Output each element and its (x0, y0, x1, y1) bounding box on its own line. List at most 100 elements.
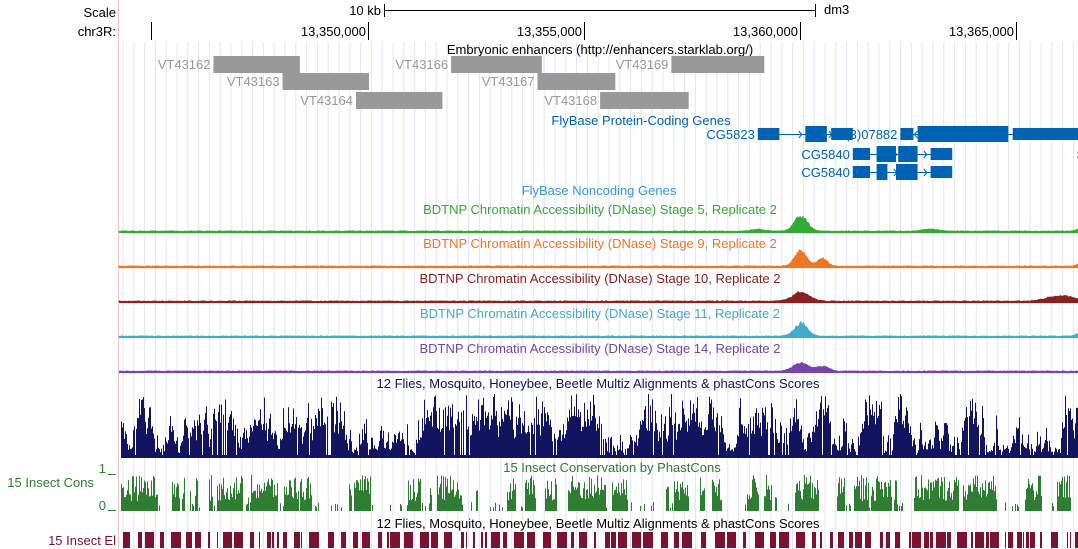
enhancer-feature[interactable]: VT43166 (395, 56, 542, 73)
enhancer-feature[interactable]: VT43163 (227, 73, 369, 90)
enhancer-block[interactable] (282, 73, 369, 90)
enhancer-feature[interactable]: VT43169 (616, 56, 765, 73)
strand-arrow (798, 130, 803, 139)
enhancer-block[interactable] (356, 92, 443, 109)
enhancer-label: VT43166 (395, 57, 448, 72)
gene-feature[interactable]: SF1 (1077, 146, 1078, 162)
conserved-element (431, 532, 438, 548)
conserved-element (387, 532, 389, 548)
gene-feature[interactable]: CG5823 (706, 126, 853, 142)
base-position-ruler[interactable]: Scale 10 kb dm3 chr3R: 13,350,000 13,355,… (78, 2, 1017, 40)
gene-feature[interactable]: CG5840 (801, 146, 953, 162)
strand-arrow (768, 130, 773, 139)
conserved-element (865, 532, 871, 548)
conserved-element (1023, 532, 1024, 548)
dnase-signal (118, 320, 1078, 338)
strand-arrow (863, 150, 868, 159)
enhancer-feature[interactable]: VT43168 (544, 92, 689, 109)
conserved-element (743, 532, 746, 548)
gene-exon-block (1012, 128, 1078, 140)
conserved-element (611, 532, 616, 548)
dnase-signal (118, 290, 1078, 303)
conserved-element (924, 532, 929, 548)
dnase-track[interactable]: BDTNP Chromatin Accessibility (DNase) St… (118, 341, 1078, 374)
dnase-track[interactable]: BDTNP Chromatin Accessibility (DNase) St… (118, 202, 1078, 234)
multiz-track-title: 12 Flies, Mosquito, Honeybee, Beetle Mul… (377, 376, 820, 391)
base-position-gridlines (122, 42, 1074, 549)
enhancer-feature[interactable]: VT43162 (158, 56, 300, 73)
embryonic-enhancers-track[interactable]: Embryonic enhancers (http://enhancers.st… (158, 42, 765, 109)
enhancer-block[interactable] (671, 56, 765, 73)
gene-feature[interactable]: l(3)07882 (842, 126, 1078, 142)
conserved-element (171, 532, 181, 548)
genes-track-title: FlyBase Protein-Coding Genes (551, 113, 731, 128)
conserved-element (503, 532, 507, 548)
assembly-label: dm3 (824, 2, 849, 17)
conserved-element (543, 532, 551, 548)
flybase-noncoding-genes-track[interactable]: FlyBase Noncoding Genes (522, 183, 677, 198)
conserved-element (971, 532, 973, 548)
flybase-protein-coding-genes-track[interactable]: FlyBase Protein-Coding Genes CG5823 l(3)0… (551, 113, 1078, 180)
enhancer-label: VT43168 (544, 93, 597, 108)
gene-exon-block (900, 128, 914, 140)
insect-elements-track[interactable]: 12 Flies, Mosquito, Honeybee, Beetle Mul… (48, 516, 1078, 548)
gene-label: SF1 (1077, 147, 1078, 162)
conserved-element (1067, 532, 1068, 548)
dnase-track[interactable]: BDTNP Chromatin Accessibility (DNase) St… (118, 306, 1078, 339)
enhancers-track-title: Embryonic enhancers (http://enhancers.st… (447, 42, 753, 57)
conserved-element (1017, 532, 1022, 548)
conserved-element (727, 532, 736, 548)
conserved-element (930, 532, 933, 548)
conserved-element (812, 532, 816, 548)
conserved-element (277, 532, 279, 548)
conserved-element (632, 532, 641, 548)
gene-exon-block (757, 128, 780, 140)
multiz-alignments-track[interactable]: 12 Flies, Mosquito, Honeybee, Beetle Mul… (121, 376, 1078, 458)
strand-arrow (1063, 130, 1068, 139)
strand-arrow (893, 150, 898, 159)
enhancer-label: VT43164 (300, 93, 353, 108)
enhancer-block[interactable] (451, 56, 542, 73)
conserved-element (796, 532, 805, 548)
gene-feature[interactable]: CG5840 (801, 164, 953, 180)
enhancer-block[interactable] (213, 56, 300, 73)
dnase-signal (118, 361, 1078, 373)
conserved-element (1008, 532, 1013, 548)
elements-side-label[interactable]: 15 Insect El (48, 533, 116, 548)
dnase-track[interactable]: BDTNP Chromatin Accessibility (DNase) St… (118, 271, 1078, 304)
conserved-element (404, 532, 413, 548)
conserved-element (661, 532, 668, 548)
enhancer-feature[interactable]: VT43164 (300, 92, 443, 109)
dnase-accessibility-tracks[interactable]: BDTNP Chromatin Accessibility (DNase) St… (118, 202, 1078, 374)
enhancer-label: VT43167 (482, 74, 535, 89)
strand-arrow (943, 130, 948, 139)
cons-track-title: 15 Insect Conservation by PhastCons (503, 460, 721, 475)
insect-conservation-track[interactable]: 15 Insect Conservation by PhastCons 15 I… (7, 460, 1071, 513)
conserved-element (1075, 532, 1078, 548)
gene-label: CG5840 (801, 147, 849, 162)
conserved-element (160, 532, 164, 548)
conserved-element (895, 532, 900, 548)
conserved-element (755, 532, 764, 548)
dnase-track[interactable]: BDTNP Chromatin Accessibility (DNase) St… (118, 236, 1078, 269)
gene-exon-block (805, 126, 827, 142)
conserved-element (514, 532, 524, 548)
enhancer-feature[interactable]: VT43167 (482, 73, 616, 90)
conserved-element (820, 532, 822, 548)
conserved-element (701, 532, 706, 548)
enhancer-block[interactable] (600, 92, 689, 109)
gene-exon-block (852, 148, 871, 160)
conserved-element (594, 532, 596, 548)
scale-label: Scale (83, 5, 116, 20)
conserved-element (990, 532, 999, 548)
conserved-element (341, 532, 346, 548)
conserved-element (390, 532, 400, 548)
cons-side-label[interactable]: 15 Insect Cons (7, 475, 94, 490)
conserved-element (283, 532, 287, 548)
enhancer-block[interactable] (537, 73, 616, 90)
conserved-element (947, 532, 951, 548)
ruler-ticks: 13,350,000 13,355,000 13,360,000 13,365,000 (301, 22, 1017, 40)
conserved-element (1030, 532, 1035, 548)
